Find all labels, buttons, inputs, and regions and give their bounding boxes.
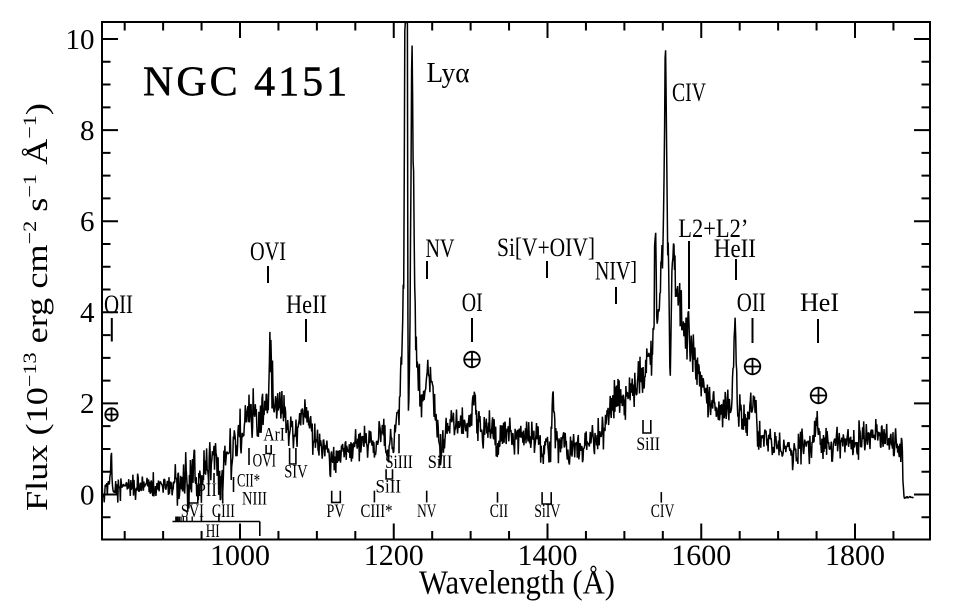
svg-text:NV: NV [426, 234, 455, 263]
svg-text:1000: 1000 [210, 539, 270, 572]
svg-text:NIII: NIII [242, 489, 267, 510]
svg-text:NIV]: NIV] [595, 257, 637, 286]
svg-text:OI: OI [462, 288, 483, 317]
svg-text:CII: CII [490, 501, 508, 522]
svg-text:HeII: HeII [286, 290, 327, 319]
svg-text:SiII: SiII [428, 452, 453, 473]
svg-text:CIV: CIV [672, 78, 706, 107]
svg-text:SVI: SVI [181, 501, 204, 522]
svg-text:ArI: ArI [263, 425, 285, 446]
svg-text:8: 8 [80, 115, 95, 147]
svg-text:2: 2 [80, 388, 95, 420]
svg-text:Wavelength (Å): Wavelength (Å) [419, 565, 615, 602]
svg-text:SiIII: SiIII [385, 452, 413, 473]
svg-text:6: 6 [80, 206, 95, 238]
svg-text:SIV: SIV [284, 462, 308, 483]
svg-text:1800: 1800 [825, 539, 885, 572]
svg-text:OVI: OVI [250, 237, 286, 266]
svg-text:SiII: SiII [376, 477, 402, 498]
svg-text:HeII: HeII [714, 234, 756, 263]
svg-text:NV: NV [417, 501, 436, 522]
svg-text:NGC 4151: NGC 4151 [143, 60, 350, 106]
svg-text:OII: OII [737, 288, 766, 317]
svg-text:OVI: OVI [253, 451, 276, 472]
svg-text:HI: HI [206, 521, 220, 542]
svg-text:Si[V+OIV]: Si[V+OIV] [497, 233, 595, 262]
svg-text:CIII: CIII [212, 501, 235, 522]
svg-text:HeI: HeI [800, 288, 839, 317]
svg-text:Flux (10−13 erg cm−2 s−1 Å−1): Flux (10−13 erg cm−2 s−1 Å−1) [19, 103, 54, 511]
svg-text:SiIV: SiIV [534, 501, 560, 522]
svg-text:CII*: CII* [237, 471, 260, 492]
svg-text:PII: PII [197, 480, 217, 501]
svg-text:10: 10 [66, 24, 95, 56]
svg-text:4: 4 [80, 297, 95, 329]
svg-text:L2+L2’: L2+L2’ [678, 214, 748, 243]
svg-text:PV: PV [327, 501, 345, 522]
svg-text:SiII: SiII [636, 434, 660, 455]
svg-text:OII: OII [104, 290, 133, 319]
svg-text:1600: 1600 [671, 539, 731, 572]
svg-text:Lyα: Lyα [427, 58, 470, 89]
svg-text:0: 0 [80, 479, 95, 511]
svg-text:1200: 1200 [364, 539, 424, 572]
svg-text:1400: 1400 [518, 539, 578, 572]
svg-text:CIV: CIV [651, 501, 675, 522]
svg-text:CIII*: CIII* [361, 501, 393, 522]
